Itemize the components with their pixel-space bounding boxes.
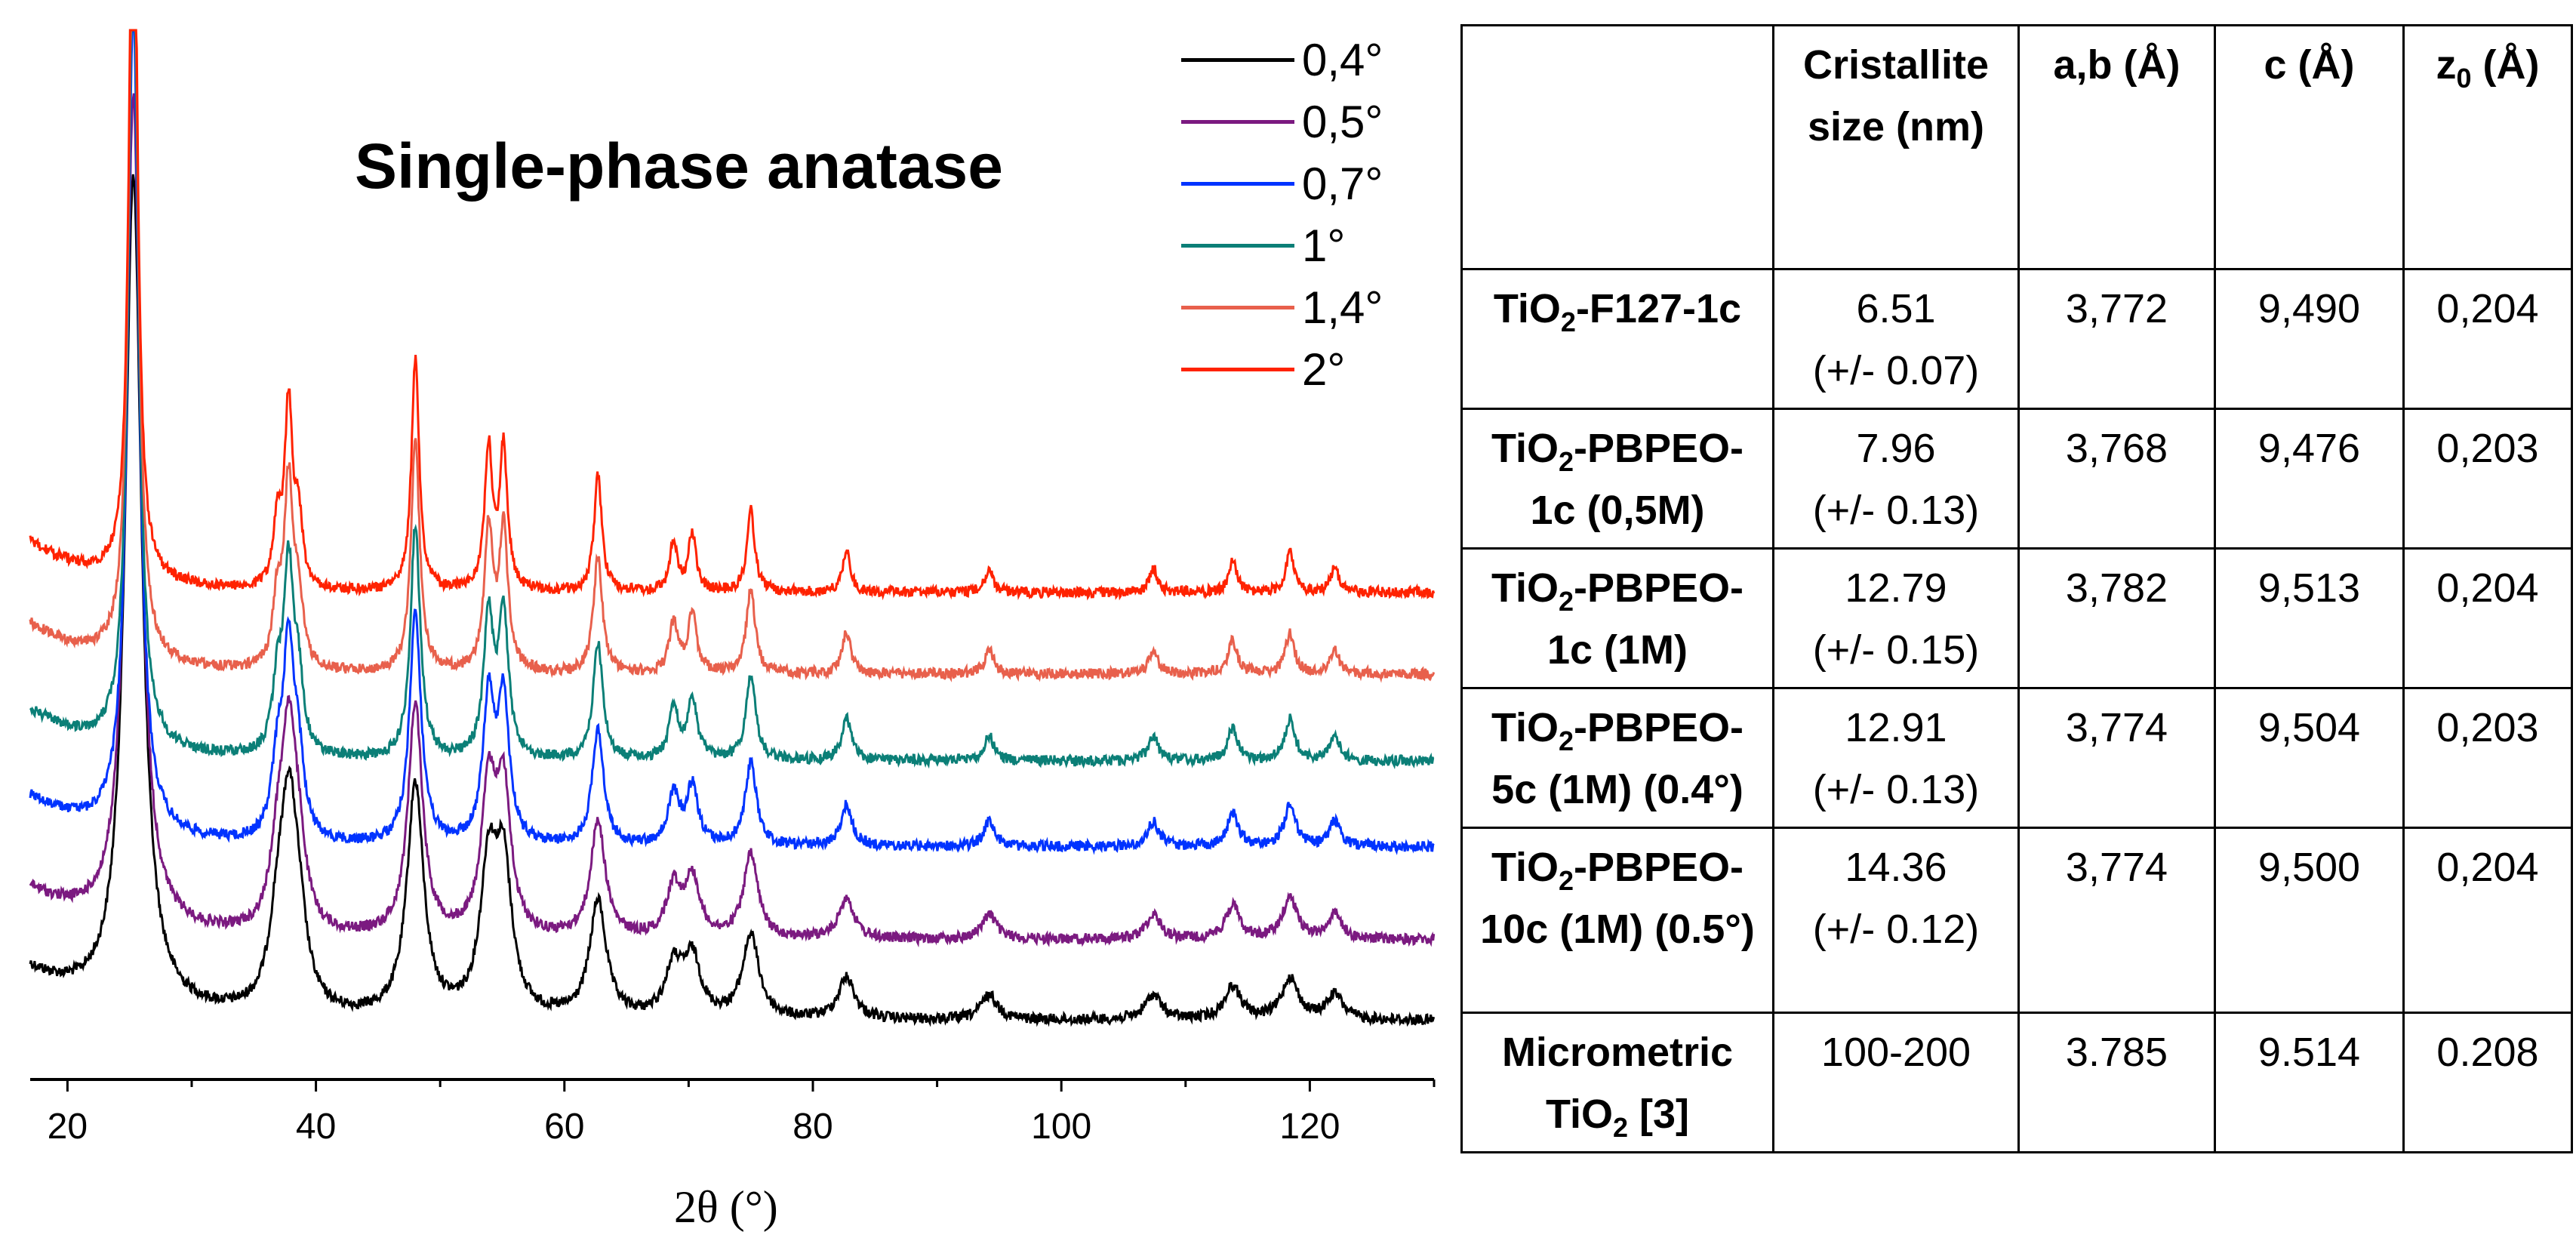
chart-legend: 0,4° 0,5° 0,7° 1° 1,4° 2°: [1181, 29, 1383, 400]
cristallite-size-cell: 7.96 (+/- 0.13): [1772, 408, 2020, 550]
ab-cell: 3.785: [2017, 1012, 2216, 1153]
cristallite-size-cell: 14.36 (+/- 0.12): [1772, 827, 2020, 1014]
z0-cell: 0,203: [2402, 408, 2573, 550]
x-tick-label: 100: [1031, 1107, 1091, 1147]
legend-item: 1,4°: [1181, 276, 1383, 338]
x-tick-label: 20: [48, 1107, 88, 1147]
sample-name-cell: TiO2-PBPEO-10c (1M) (0.5°): [1460, 827, 1774, 1014]
cristallite-size-cell: 6.51 (+/- 0.07): [1772, 268, 2020, 410]
xrd-plot: 20 40 60 80 100 120: [29, 29, 1436, 1147]
legend-item: 0,4°: [1181, 29, 1383, 91]
table-row: TiO2-PBPEO-1c (1M) 12.79 (+/- 0.15) 3,782 9,…: [1460, 547, 2573, 689]
c-cell: 9,504: [2214, 687, 2405, 829]
c-cell: 9,476: [2214, 408, 2405, 550]
x-axis-title: 2θ (°): [674, 1182, 778, 1232]
legend-swatch: [1181, 119, 1294, 124]
sample-name-cell: TiO2-F127-1c: [1460, 268, 1774, 410]
c-cell: 9,513: [2214, 547, 2405, 689]
legend-swatch: [1181, 243, 1294, 248]
series-line-4: [29, 29, 1436, 683]
sample-name-cell: TiO2-PBPEO-5c (1M) (0.4°): [1460, 687, 1774, 829]
cristallite-size-cell: 12.91 (+/- 0.13): [1772, 687, 2020, 829]
table-row: TiO2-PBPEO-10c (1M) (0.5°) 14.36 (+/- 0.12…: [1460, 827, 2573, 1014]
ab-cell: 3,768: [2017, 408, 2216, 550]
ab-cell: 3,774: [2017, 687, 2216, 829]
header-z0: z0 (Å): [2402, 24, 2573, 270]
legend-label: 0,5°: [1302, 96, 1383, 147]
header-cristallite-size: Cristallite size (nm): [1772, 24, 2020, 270]
table-row: TiO2-F127-1c 6.51 (+/- 0.07) 3,772 9,490 0,20…: [1460, 268, 2573, 410]
series-line-2: [29, 29, 1435, 855]
header-ab: a,b (Å): [2017, 24, 2216, 270]
legend-swatch: [1181, 367, 1294, 371]
legend-label: 2°: [1302, 343, 1346, 395]
header-sample: [1460, 24, 1774, 270]
series-line-5: [29, 29, 1436, 601]
sample-name-cell: Micrometric TiO2 [3]: [1460, 1012, 1774, 1153]
table-row: TiO2-PBPEO-5c (1M) (0.4°) 12.91 (+/- 0.13)…: [1460, 687, 2573, 829]
ab-cell: 3,782: [2017, 547, 2216, 689]
c-cell: 9,490: [2214, 268, 2405, 410]
legend-item: 1°: [1181, 214, 1383, 276]
legend-label: 1°: [1302, 220, 1346, 271]
legend-item: 2°: [1181, 338, 1383, 400]
legend-label: 0,7°: [1302, 158, 1383, 209]
cristallite-size-cell: 100-200: [1772, 1012, 2020, 1153]
legend-swatch: [1181, 305, 1294, 310]
table-header-row: Cristallite size (nm) a,b (Å) c (Å) z0 (…: [1460, 24, 2573, 270]
table-row: TiO2-PBPEO-1c (0,5M) 7.96 (+/- 0.13) 3,768 9…: [1460, 408, 2573, 550]
series-line-1: [29, 93, 1436, 948]
ab-cell: 3,774: [2017, 827, 2216, 1014]
z0-cell: 0,204: [2402, 547, 2573, 689]
cristallite-size-cell: 12.79 (+/- 0.15): [1772, 547, 2020, 689]
legend-swatch: [1181, 181, 1294, 186]
legend-item: 0,5°: [1181, 91, 1383, 152]
sample-name-cell: TiO2-PBPEO-1c (1M): [1460, 547, 1774, 689]
table-row: Micrometric TiO2 [3] 100-200 3.785 9.514 0.2…: [1460, 1012, 2573, 1153]
z0-cell: 0,203: [2402, 687, 2573, 829]
legend-label: 0,4°: [1302, 34, 1383, 85]
properties-table: Cristallite size (nm) a,b (Å) c (Å) z0 (…: [1460, 24, 2573, 1153]
x-tick-label: 60: [544, 1107, 584, 1147]
chart-title: Single-phase anatase: [355, 131, 1003, 202]
c-cell: 9,500: [2214, 827, 2405, 1014]
series-line-0: [29, 174, 1436, 1027]
x-tick-label: 40: [296, 1107, 336, 1147]
z0-cell: 0,204: [2402, 827, 2573, 1014]
x-tick-label: 80: [792, 1107, 833, 1147]
legend-swatch: [1181, 57, 1294, 62]
series-line-3: [29, 29, 1435, 770]
z0-cell: 0.208: [2402, 1012, 2573, 1153]
z0-cell: 0,204: [2402, 268, 2573, 410]
x-tick-label: 120: [1279, 1107, 1340, 1147]
header-c: c (Å): [2214, 24, 2405, 270]
c-cell: 9.514: [2214, 1012, 2405, 1153]
ab-cell: 3,772: [2017, 268, 2216, 410]
legend-label: 1,4°: [1302, 282, 1383, 333]
legend-item: 0,7°: [1181, 152, 1383, 214]
xrd-chart: 20 40 60 80 100 120 Single-phase anatase 0,4°…: [29, 29, 1436, 1232]
sample-name-cell: TiO2-PBPEO-1c (0,5M): [1460, 408, 1774, 550]
